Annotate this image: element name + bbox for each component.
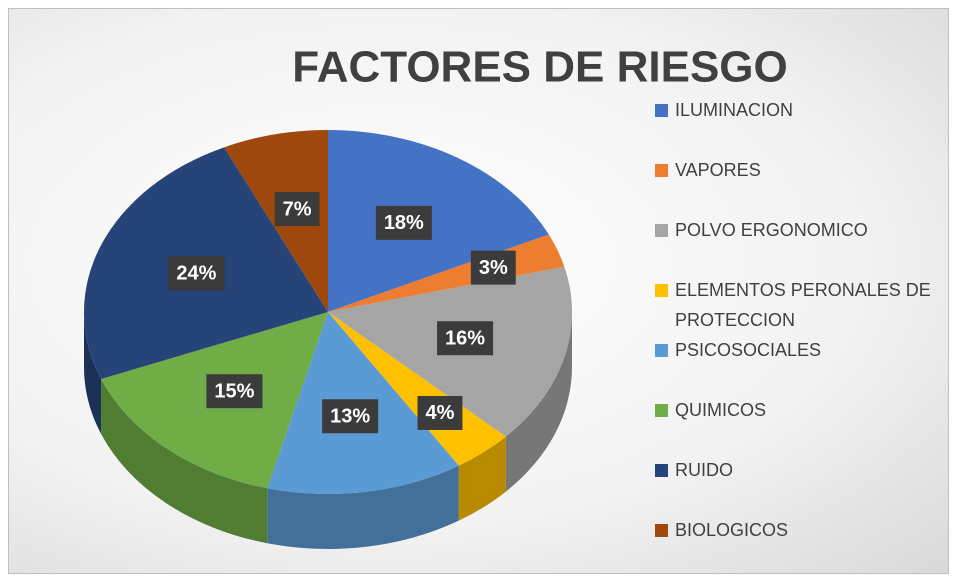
- legend-label: PSICOSOCIALES: [675, 340, 822, 360]
- legend-item: BIOLOGICOS: [655, 515, 955, 545]
- legend-item: ILUMINACION: [655, 95, 955, 125]
- data-label-box: [168, 256, 225, 291]
- chart-title: FACTORES DE RIESGO: [292, 43, 788, 92]
- pie-side: [458, 436, 506, 521]
- legend-label: ELEMENTOS PERONALES DE PROTECCION: [675, 280, 931, 330]
- legend-swatch: [655, 284, 668, 297]
- data-label-box: [206, 374, 263, 409]
- data-label: 7%: [274, 191, 320, 226]
- legend-swatch: [655, 164, 668, 177]
- data-label: 15%: [206, 374, 263, 409]
- data-label-text: 4%: [426, 402, 455, 424]
- data-label: 18%: [375, 205, 432, 240]
- legend-swatch: [655, 524, 668, 537]
- data-label-text: 3%: [479, 257, 508, 279]
- legend-swatch: [655, 464, 668, 477]
- legend-label: ILUMINACION: [675, 100, 794, 120]
- legend-item: VAPORES: [655, 155, 955, 185]
- data-label-text: 24%: [176, 262, 216, 284]
- legend-swatch: [655, 344, 668, 357]
- legend-swatch: [655, 104, 668, 117]
- legend-item: POLVO ERGONOMICO: [655, 215, 955, 245]
- data-label: 16%: [437, 321, 494, 356]
- legend-swatch: [655, 404, 668, 417]
- data-label-text: 13%: [330, 406, 370, 428]
- pie-side: [84, 312, 102, 434]
- data-label-box: [375, 205, 432, 240]
- data-label: 24%: [168, 256, 225, 291]
- pie-side: [505, 312, 572, 492]
- data-label-box: [437, 321, 494, 356]
- legend-label: VAPORES: [675, 160, 761, 180]
- pie-side: [101, 378, 268, 544]
- data-label-text: 16%: [445, 328, 485, 350]
- data-label-text: 18%: [384, 212, 424, 234]
- pie-side: [267, 465, 459, 549]
- data-label-box: [417, 395, 463, 430]
- data-label: 4%: [417, 395, 463, 430]
- legend-item: PSICOSOCIALES: [655, 335, 955, 365]
- data-label-box: [274, 191, 320, 226]
- data-label: 3%: [470, 250, 516, 285]
- legend-label: POLVO ERGONOMICO: [675, 220, 868, 240]
- data-label-box: [322, 399, 379, 434]
- legend-item: QUIMICOS: [655, 395, 955, 425]
- legend-label: QUIMICOS: [675, 400, 767, 420]
- data-label-text: 7%: [283, 198, 312, 220]
- legend-item: RUIDO: [655, 455, 955, 485]
- pie-slice: [328, 130, 549, 312]
- legend-swatch: [655, 224, 668, 237]
- data-label: 13%: [322, 399, 379, 434]
- legend-label: RUIDO: [675, 460, 733, 480]
- data-label-text: 15%: [214, 380, 254, 402]
- legend-label: BIOLOGICOS: [675, 520, 789, 540]
- data-label-box: [470, 250, 516, 285]
- legend-item: ELEMENTOS PERONALES DE PROTECCION: [655, 275, 955, 335]
